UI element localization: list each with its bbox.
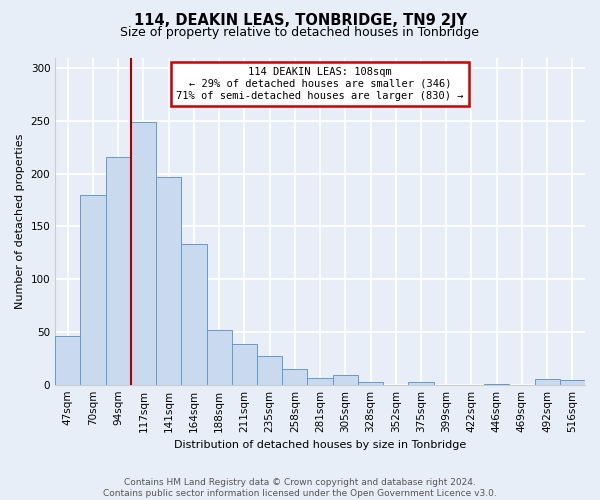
Bar — [131, 122, 156, 384]
Bar — [358, 382, 383, 384]
Text: Size of property relative to detached houses in Tonbridge: Size of property relative to detached ho… — [121, 26, 479, 39]
Text: Contains HM Land Registry data © Crown copyright and database right 2024.
Contai: Contains HM Land Registry data © Crown c… — [103, 478, 497, 498]
Bar — [181, 244, 206, 384]
Bar — [560, 380, 585, 384]
Bar — [156, 177, 181, 384]
Bar — [232, 344, 257, 384]
Bar — [80, 194, 106, 384]
Bar — [409, 382, 434, 384]
Bar — [257, 356, 282, 384]
Text: 114, DEAKIN LEAS, TONBRIDGE, TN9 2JY: 114, DEAKIN LEAS, TONBRIDGE, TN9 2JY — [133, 12, 467, 28]
X-axis label: Distribution of detached houses by size in Tonbridge: Distribution of detached houses by size … — [174, 440, 466, 450]
Bar — [307, 378, 332, 384]
Y-axis label: Number of detached properties: Number of detached properties — [15, 134, 25, 309]
Bar — [55, 336, 80, 384]
Bar — [282, 369, 307, 384]
Bar — [106, 156, 131, 384]
Text: 114 DEAKIN LEAS: 108sqm
← 29% of detached houses are smaller (346)
71% of semi-d: 114 DEAKIN LEAS: 108sqm ← 29% of detache… — [176, 68, 464, 100]
Bar — [332, 375, 358, 384]
Bar — [206, 330, 232, 384]
Bar — [535, 380, 560, 384]
